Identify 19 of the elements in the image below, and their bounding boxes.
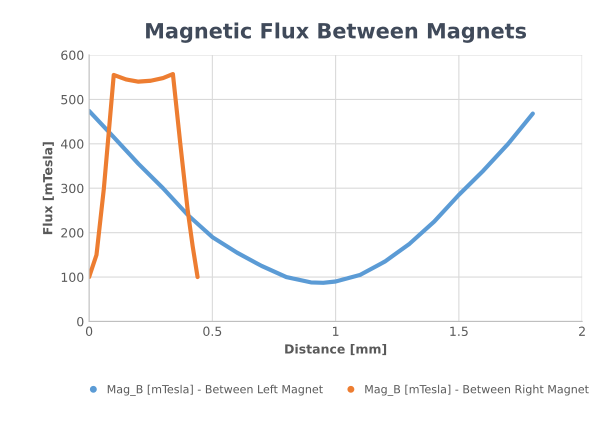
x-tick-label: 0.5 [203, 326, 222, 336]
x-axis-title: Distance [mm] [285, 344, 386, 356]
chart-title: Magnetic Flux Between Magnets [146, 22, 526, 43]
y-tick-label: 200 [61, 228, 84, 238]
line-series [89, 72, 200, 280]
y-tick-label: 100 [62, 272, 84, 282]
y-axis-title: Flux [mTesla] [42, 142, 54, 234]
legend-label: Mag_B [mTesla] - Between Right Magnet [365, 384, 589, 396]
x-tick-label: 0 [86, 326, 92, 336]
legend-label: Mag_B [mTesla] - Between Left Magnet [108, 384, 323, 396]
y-tick-label: 600 [61, 50, 84, 60]
x-tick-label: 1.5 [450, 326, 468, 336]
y-tick-label: 500 [61, 94, 84, 104]
y-tick-label: 400 [60, 139, 84, 149]
y-tick-label: 300 [61, 184, 84, 194]
line-series [89, 108, 535, 285]
x-tick-label: 1 [333, 326, 338, 336]
y-tick-label: 0 [77, 316, 84, 326]
x-tick-label: 2 [579, 326, 585, 336]
